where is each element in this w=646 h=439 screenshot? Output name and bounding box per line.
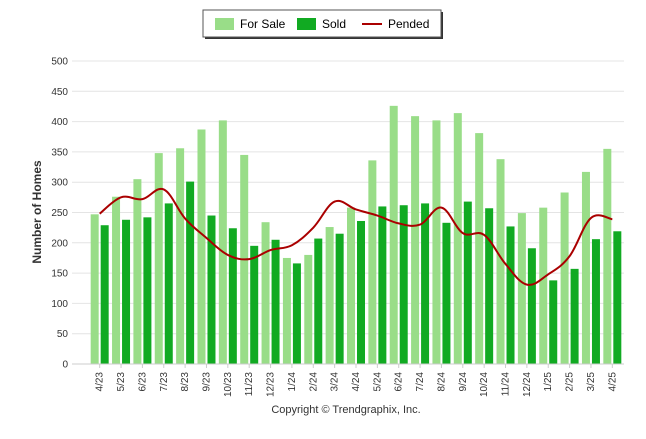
x-tick-label: 2/24 [308,372,319,392]
bars [91,106,622,364]
bar-sold [250,246,258,364]
y-tick-label: 300 [51,178,68,189]
bar-sold [101,225,109,364]
x-tick-label: 4/23 [95,372,106,392]
bar-sold [336,234,344,364]
x-tick-label: 1/24 [287,372,298,392]
bar-sold [421,203,429,364]
y-tick-label: 250 [51,208,68,219]
legend-swatch-for-sale [215,18,234,30]
bar-sold [378,206,386,364]
bar-for-sale [582,172,590,364]
bar-for-sale [368,160,376,364]
bar-for-sale [432,120,440,364]
y-tick-label: 450 [51,87,68,98]
bar-for-sale [561,193,569,364]
legend-label-for-sale: For Sale [240,17,286,31]
x-tick-label: 11/24 [501,372,512,397]
x-tick-label: 7/24 [415,372,426,392]
x-tick-label: 5/24 [372,372,383,392]
y-tick-label: 200 [51,238,68,249]
bar-for-sale [91,214,99,364]
x-tick-label: 3/25 [586,372,597,392]
bar-sold [442,223,450,364]
x-tick-label: 3/24 [330,372,341,392]
x-tick-label: 8/23 [180,372,191,392]
bar-for-sale [475,133,483,364]
x-tick-label: 9/24 [458,372,469,392]
bar-sold [400,205,408,364]
bar-sold [314,239,322,364]
bar-for-sale [197,129,205,364]
bar-sold [549,280,557,364]
bar-for-sale [133,179,141,364]
bar-sold [528,248,536,364]
y-tick-label: 400 [51,117,68,128]
x-tick-label: 4/25 [607,372,618,392]
bar-for-sale [518,213,526,364]
bar-sold [229,228,237,364]
x-tick-label: 6/24 [394,372,405,392]
legend-swatch-sold [297,18,316,30]
bar-for-sale [347,208,355,364]
bar-for-sale [219,120,227,364]
x-axis-ticks: 4/23 5/23 6/23 7/23 8/23 9/23 10/23 11/23 12/23 1… [95,364,619,397]
bar-sold [186,182,194,364]
legend-label-sold: Sold [322,17,346,31]
x-tick-label: 12/24 [522,372,533,397]
bar-for-sale [155,153,163,364]
y-tick-label: 350 [51,147,68,158]
bar-for-sale [454,113,462,364]
bar-for-sale [112,197,120,364]
x-tick-label: 12/23 [266,372,277,397]
bar-sold [272,240,280,364]
x-tick-label: 11/23 [244,372,255,397]
x-tick-label: 10/23 [223,372,234,397]
bar-for-sale [262,222,270,364]
bar-sold [507,226,515,364]
y-tick-label: 50 [57,329,69,340]
x-tick-label: 1/25 [543,372,554,392]
x-tick-label: 7/23 [159,372,170,392]
bar-sold [613,231,621,364]
x-tick-label: 4/24 [351,372,362,392]
bar-sold [207,216,215,364]
y-axis-title: Number of Homes [30,160,44,264]
bar-sold [464,202,472,364]
y-tick-label: 0 [62,360,68,371]
copyright-text: Copyright © Trendgraphix, Inc. [271,404,420,416]
bar-for-sale [176,148,184,364]
bar-for-sale [326,227,334,364]
bar-sold [122,220,130,364]
bar-sold [571,269,579,364]
y-tick-label: 100 [51,299,68,310]
y-tick-label: 500 [51,57,68,68]
bar-sold [485,208,493,364]
bar-sold [357,221,365,364]
x-tick-label: 6/23 [137,372,148,392]
bar-for-sale [390,106,398,364]
y-tick-label: 150 [51,269,68,280]
bar-sold [165,203,173,364]
x-tick-label: 2/25 [565,372,576,392]
x-tick-label: 9/23 [201,372,212,392]
bar-for-sale [283,258,291,364]
x-tick-label: 5/23 [116,372,127,392]
legend-label-pended: Pended [388,17,429,31]
bar-sold [592,239,600,364]
y-axis-ticks: 0 50 100 150 200 250 300 350 400 450 500 [51,57,68,371]
bar-for-sale [539,208,547,364]
bar-sold [143,217,151,364]
x-tick-label: 8/24 [436,372,447,392]
bar-sold [293,263,301,364]
bar-for-sale [304,255,312,364]
legend: For Sale Sold Pended [203,10,443,39]
bar-for-sale [411,116,419,364]
bar-for-sale [603,149,611,364]
x-tick-label: 10/24 [479,372,490,397]
